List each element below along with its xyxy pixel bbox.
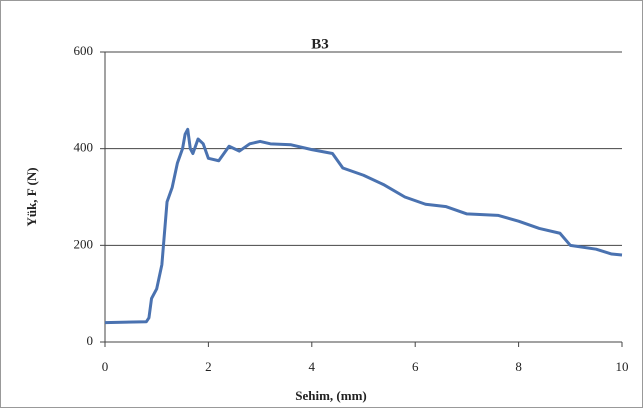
x-tick-label: 4 [309, 359, 316, 374]
y-tick-label: 0 [87, 333, 94, 348]
x-tick-label: 8 [515, 359, 522, 374]
data-line [104, 127, 623, 325]
x-tick-label: 0 [102, 359, 109, 374]
y-tick-label: 400 [74, 140, 94, 155]
chart-title: B3 [311, 36, 329, 52]
y-axis-label: Yük, F (N) [24, 167, 39, 226]
y-tick-label: 200 [74, 236, 94, 251]
x-axis-label: Sehim, (mm) [295, 388, 367, 403]
x-tick-label: 6 [412, 359, 419, 374]
x-tick-label: 10 [616, 359, 629, 374]
y-tick-label: 600 [74, 43, 94, 58]
x-tick-label: 2 [205, 359, 212, 374]
